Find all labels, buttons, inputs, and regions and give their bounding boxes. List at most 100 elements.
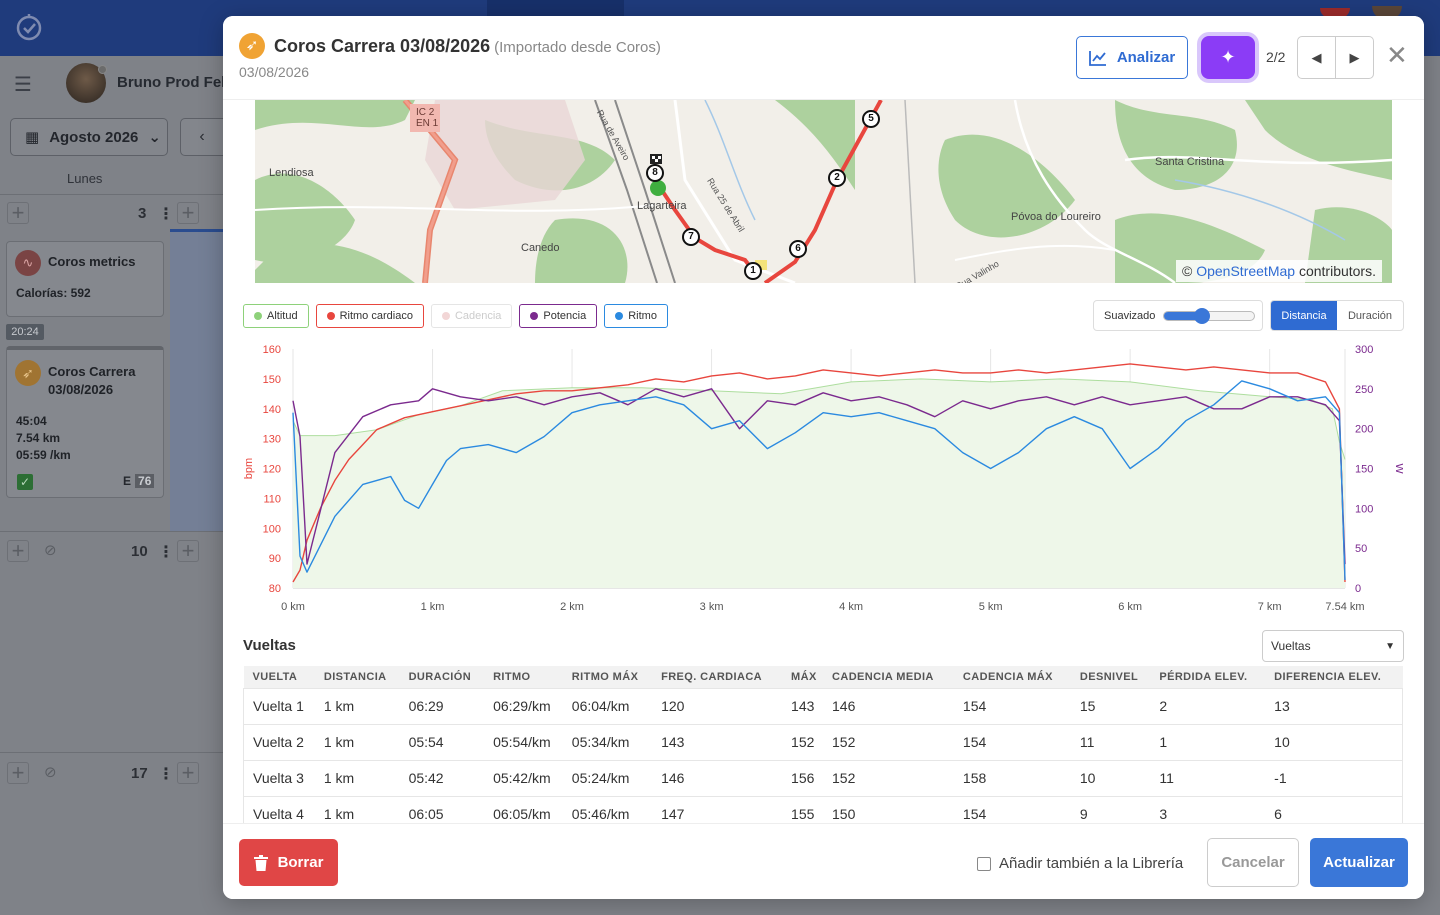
add-to-library-checkbox[interactable] [977, 856, 991, 871]
table-cell: Vuelta 3 [242, 759, 315, 796]
y-right-tick-label: 0 [1355, 583, 1361, 595]
y-right-tick-label: 150 [1355, 464, 1373, 476]
table-cell: 05:42 [399, 759, 485, 796]
laps-column-header[interactable]: MÁX [782, 666, 823, 688]
map-label-place: Canedo [521, 242, 560, 254]
duration-toggle[interactable]: Duración [1347, 309, 1393, 322]
month-label: Agosto 2026 [49, 128, 139, 146]
update-button[interactable]: Actualizar [1310, 838, 1408, 887]
day-menu-icon[interactable]: ⋮ [158, 206, 174, 223]
ai-sparkle-button[interactable]: ✦ [1201, 36, 1255, 79]
table-cell: 06:29/km [484, 687, 563, 724]
laps-column-header[interactable]: DURACIÓN [399, 666, 485, 688]
laps-table: VUELTA DISTANCIA DURACIÓN RITMO RITMO MÁX FRE… [242, 666, 1404, 832]
smoothing-slider[interactable] [1163, 307, 1256, 324]
attribution-prefix: © [1182, 263, 1193, 279]
add-to-library-option[interactable]: Añadir también a la Librería [977, 855, 1183, 872]
hide-eye-icon[interactable]: ⊘ [44, 764, 57, 781]
card-title-line: Coros Carrera [48, 364, 136, 379]
delete-button[interactable]: Borrar [239, 839, 338, 886]
laps-column-header[interactable]: DESNIVEL [1070, 666, 1151, 688]
table-cell: 05:54/km [484, 723, 563, 760]
lap-marker[interactable]: 1 [744, 262, 762, 280]
legend-label: Potencia [543, 310, 587, 322]
table-cell: 146 [652, 759, 783, 796]
caret-right-icon: ▶ [1349, 49, 1360, 65]
laps-column-header[interactable]: VUELTA [243, 666, 315, 688]
y-right-tick-label: 300 [1355, 344, 1373, 356]
heart-metrics-icon: ∿ [15, 250, 41, 276]
previous-month-button[interactable]: ‹ [180, 118, 224, 156]
route-map[interactable]: IC 2 EN 1 Lendiosa Lagarteira Canedo Sant… [255, 100, 1392, 283]
legend-dot [615, 312, 624, 320]
laps-column-header[interactable]: RITMO [484, 666, 563, 688]
add-workout-button[interactable]: + [177, 762, 199, 784]
close-icon[interactable]: ✕ [1386, 40, 1408, 70]
workout-title: Coros Carrera 03/08/2026 [274, 36, 491, 56]
workout-chart[interactable]: 0 km 1 km 2 km 3 km 4 km 5 km 6 km 7 km 7.54 km 8… [233, 336, 1403, 618]
lap-marker[interactable]: 7 [682, 228, 700, 246]
add-workout-button[interactable]: + [7, 540, 29, 562]
athlete-name[interactable]: Bruno Prod Feli [117, 74, 230, 91]
legend-label: Ritmo cardiaco [339, 310, 413, 322]
athlete-list-icon[interactable]: ☰ [14, 74, 32, 96]
card-distance: 7.54 km [16, 431, 61, 445]
active-nav-tab[interactable] [487, 0, 624, 16]
app-logo-icon[interactable] [14, 12, 44, 42]
chart-legend: Altitud Ritmo cardiaco Cadencia Potencia Rit… [243, 304, 668, 328]
day-menu-icon[interactable]: ⋮ [158, 544, 174, 561]
laps-column-header[interactable]: RITMO MÁX [562, 666, 653, 688]
day-menu-icon[interactable]: ⋮ [158, 766, 174, 783]
workout-card[interactable]: ➶ Coros Carrera 03/08/2026 45:04 7.54 km … [6, 346, 164, 498]
workout-modal: ➶ Coros Carrera 03/08/2026 (Importado des… [223, 16, 1424, 899]
analyze-label: Analizar [1116, 49, 1176, 66]
laps-column-header[interactable]: CADENCIA MÁX [953, 666, 1071, 688]
legend-label: Altitud [267, 310, 298, 322]
series-line-ritmo-cardiaco [292, 363, 1346, 583]
osm-link[interactable]: OpenStreetMap [1196, 263, 1296, 279]
laps-column-header[interactable]: CADENCIA MEDIA [823, 666, 954, 688]
sparkle-icon: ✦ [1220, 47, 1236, 67]
add-workout-button[interactable]: + [177, 540, 199, 562]
add-workout-button[interactable]: + [7, 202, 29, 224]
add-to-library-label: Añadir también a la Librería [999, 855, 1184, 872]
map-canvas[interactable] [255, 100, 1392, 283]
laps-column-header[interactable]: PÉRDIDA ELEV. [1150, 666, 1266, 688]
legend-toggle[interactable]: Cadencia [430, 304, 513, 328]
y-right-tick-label: 50 [1355, 543, 1367, 555]
laps-column-header[interactable]: DISTANCIA [314, 666, 400, 688]
next-workout-button[interactable]: ▶ [1336, 37, 1373, 78]
workout-card[interactable]: ∿ Coros metrics Calorías: 592 [6, 241, 164, 317]
laps-column-header[interactable]: DIFERENCIA ELEV. [1265, 666, 1403, 688]
lap-marker[interactable]: 5 [862, 110, 880, 128]
add-workout-button[interactable]: + [7, 762, 29, 784]
map-label-place: Póvoa do Loureiro [1011, 211, 1101, 223]
legend-toggle[interactable]: Ritmo [604, 304, 668, 328]
slider-handle[interactable] [1194, 307, 1211, 324]
previous-workout-button[interactable]: ◀ [1298, 37, 1336, 78]
y-left-tick-label: 120 [263, 464, 281, 476]
legend-toggle[interactable]: Ritmo cardiaco [315, 304, 424, 328]
lap-marker[interactable]: 2 [828, 169, 846, 187]
notification-badge[interactable] [1320, 8, 1350, 18]
legend-toggle[interactable]: Altitud [243, 304, 309, 328]
distance-toggle[interactable]: Distancia [1271, 301, 1337, 330]
x-tick-label: 7 km [1258, 601, 1282, 613]
laps-dropdown[interactable]: Vueltas ▼ [1262, 630, 1404, 662]
table-cell: 11 [1150, 759, 1266, 796]
cancel-button[interactable]: Cancelar [1207, 838, 1299, 887]
table-cell: Vuelta 2 [242, 723, 315, 760]
add-workout-button[interactable]: + [177, 202, 199, 224]
analyze-button[interactable]: Analizar [1076, 36, 1188, 79]
month-selector[interactable]: ▦ Agosto 2026 ⌄ [10, 118, 168, 156]
lap-marker[interactable]: 8 [646, 164, 664, 182]
hide-eye-icon[interactable]: ⊘ [44, 542, 57, 559]
legend-toggle[interactable]: Potencia [519, 304, 598, 328]
laps-column-header[interactable]: FREQ. CARDIACA [652, 666, 783, 688]
table-cell: -1 [1265, 759, 1404, 796]
lap-marker[interactable]: 6 [789, 240, 807, 258]
